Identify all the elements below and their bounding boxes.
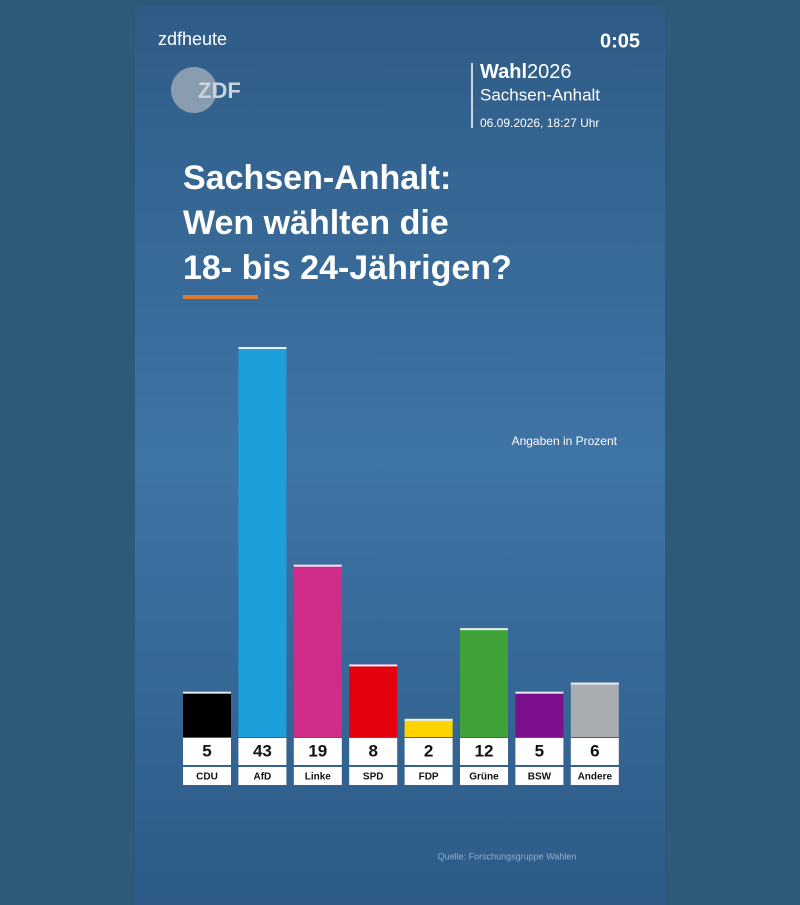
category-label: CDU (196, 772, 218, 783)
bar-top-line (515, 691, 564, 694)
bar (404, 718, 453, 737)
category-label: AfD (254, 772, 272, 783)
value-label: 19 (308, 741, 327, 760)
logo: ZDF (198, 78, 241, 103)
bar-top-line (349, 664, 398, 667)
value-box (570, 738, 619, 765)
category-box (183, 767, 231, 785)
bar (293, 564, 342, 737)
category-label: Linke (305, 772, 332, 783)
unit-note: Angaben in Prozent (512, 434, 618, 448)
value-label: 12 (475, 741, 494, 760)
bar-top-line (293, 564, 342, 567)
category-label: Grüne (469, 772, 499, 783)
timestamp: 0:05 (600, 30, 640, 52)
election-title: Wahl2026 (480, 61, 572, 83)
election-word: Wahl (480, 61, 527, 83)
value-label: 5 (535, 741, 544, 760)
title-line: Sachsen-Anhalt: (183, 159, 451, 197)
category-label: FDP (419, 772, 439, 783)
category-label: Andere (578, 772, 613, 783)
value-label: 8 (368, 741, 377, 760)
region: Sachsen-Anhalt (480, 85, 600, 104)
value-box (293, 738, 342, 765)
bar-top-line (570, 682, 619, 685)
value-label: 5 (202, 741, 211, 760)
category-label: BSW (528, 772, 552, 783)
value-label: 2 (424, 741, 433, 760)
value-box (183, 738, 231, 765)
bar (349, 664, 398, 737)
value-box (349, 738, 398, 765)
category-box (293, 767, 342, 785)
category-box (460, 767, 508, 785)
value-label: 43 (253, 741, 272, 760)
value-box (515, 738, 564, 765)
datetime: 06.09.2026, 18:27 Uhr (480, 116, 599, 130)
value-box (404, 738, 453, 765)
title-line: 18- bis 24-Jährigen? (183, 249, 512, 287)
category-label: SPD (363, 772, 384, 783)
bar (183, 691, 231, 737)
bar (570, 682, 619, 737)
logo-circle (171, 67, 217, 113)
category-box (515, 767, 564, 785)
category-box (570, 767, 619, 785)
bar-top-line (460, 628, 508, 631)
bar (238, 346, 287, 737)
source: Quelle: Forschungsgruppe Wahlen (438, 851, 577, 861)
bar (515, 691, 564, 737)
bar-top-line (238, 346, 287, 349)
election-year: 2026 (527, 61, 572, 83)
category-box (238, 767, 287, 785)
value-label: 6 (590, 741, 599, 760)
plot: 5 CDU 43 AfD 19 Linke 8 SPD 2 FDP 12 Grüne 5 BSW 6 Ande… (183, 346, 619, 785)
value-box (238, 738, 287, 765)
bar (460, 628, 508, 737)
title-line: Wen wählten die (183, 204, 449, 242)
title-accent (183, 295, 258, 299)
chart-title: Sachsen-Anhalt: Wen wählten die 18- bis 24… (183, 159, 512, 287)
category-box (404, 767, 453, 785)
channel-name: zdfheute (158, 29, 227, 49)
category-box (349, 767, 398, 785)
bar-top-line (404, 718, 453, 721)
bar-top-line (183, 691, 231, 694)
value-box (460, 738, 508, 765)
